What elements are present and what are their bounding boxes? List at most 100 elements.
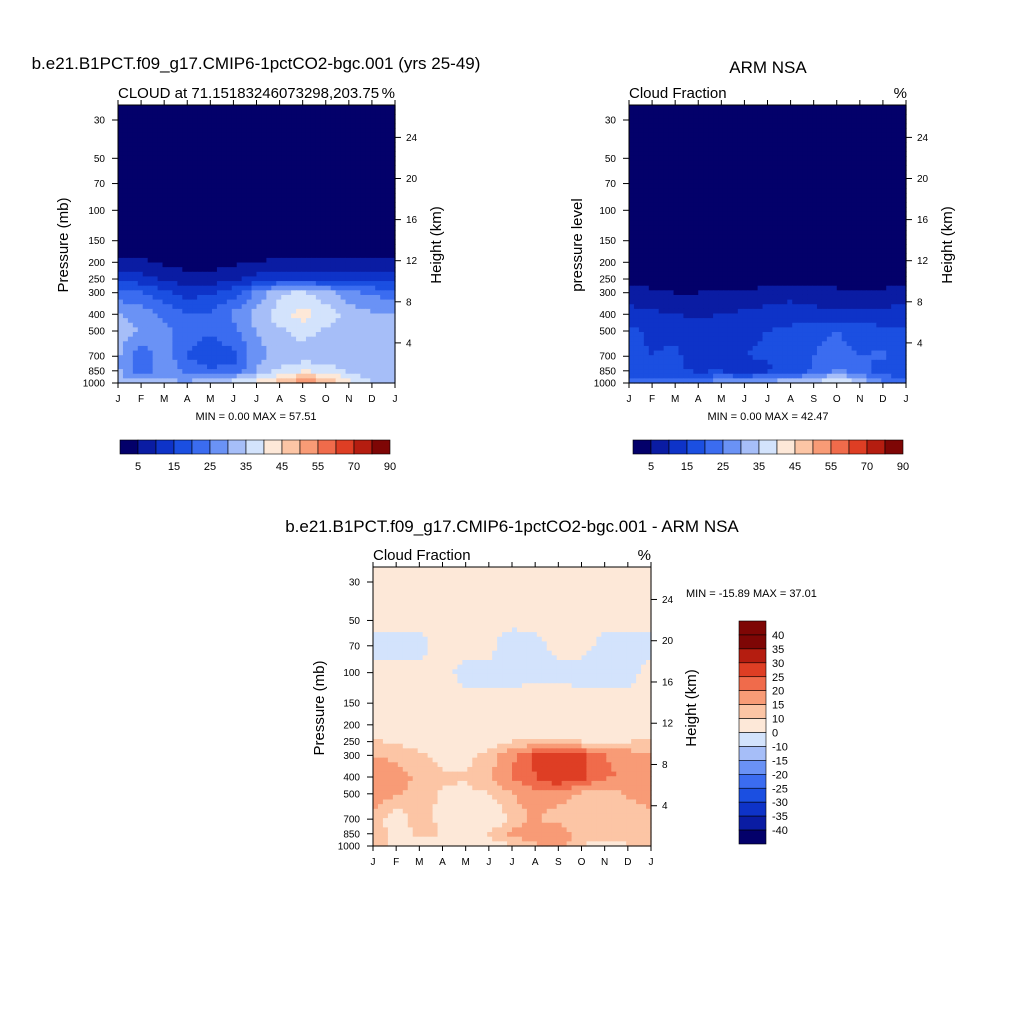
contour-cell (345, 359, 352, 366)
contour-cell (365, 304, 371, 310)
contour-cell (365, 373, 371, 379)
contour-cell (722, 179, 729, 185)
contour-cell (896, 105, 902, 111)
contour-cell (182, 234, 188, 240)
contour-cell (127, 211, 134, 217)
contour-cell (718, 220, 724, 227)
contour-cell (866, 169, 872, 176)
contour-cell (896, 137, 902, 143)
contour-cell (187, 244, 193, 250)
contour-cell (236, 188, 243, 194)
contour-cell (693, 132, 699, 139)
contour-cell (197, 165, 203, 171)
contour-cell (246, 359, 253, 366)
contour-cell (370, 128, 376, 134)
contour-cell (315, 155, 322, 162)
contour-cell (147, 285, 154, 291)
contour-cell (157, 271, 164, 278)
contour-cell (246, 202, 253, 208)
contour-cell (226, 114, 233, 120)
contour-cell (167, 114, 174, 120)
contour-cell (296, 244, 302, 250)
contour-cell (271, 304, 277, 310)
contour-cell (708, 105, 714, 111)
contour-cell (231, 332, 238, 338)
contour-cell (241, 285, 248, 291)
contour-cell (390, 151, 396, 157)
contour-cell (182, 193, 188, 199)
contour-cell (137, 257, 144, 264)
contour-cell (132, 174, 139, 180)
contour-cell (648, 132, 655, 139)
contour-cell (375, 239, 381, 245)
x-tick-label: M (160, 394, 168, 405)
contour-cell (197, 345, 203, 352)
contour-cell (807, 118, 813, 125)
contour-cell (122, 364, 129, 370)
contour-cell (380, 332, 386, 338)
contour-cell (157, 373, 164, 379)
contour-cell (246, 327, 253, 333)
contour-cell (310, 216, 317, 222)
contour-cell (142, 128, 149, 134)
contour-cell (866, 155, 872, 162)
contour-cell (202, 257, 208, 264)
contour-cell (380, 114, 386, 120)
contour-cell (896, 165, 902, 171)
contour-cell (380, 350, 386, 356)
contour-cell (127, 123, 134, 129)
contour-cell (345, 123, 352, 129)
contour-cell (147, 308, 154, 315)
contour-cell (276, 313, 282, 319)
contour-cell (876, 137, 882, 143)
contour-cell (162, 262, 169, 268)
contour-cell (226, 276, 233, 282)
contour-cell (767, 105, 774, 111)
contour-cell (231, 369, 238, 375)
contour-cell (380, 179, 386, 185)
contour-cell (370, 267, 376, 273)
contour-cell (886, 188, 892, 194)
contour-cell (340, 285, 347, 291)
contour-cell (340, 350, 347, 356)
contour-cell (162, 299, 169, 305)
contour-cell (226, 206, 233, 213)
contour-cell (305, 341, 312, 347)
contour-cell (172, 290, 178, 296)
contour-cell (118, 271, 124, 278)
contour-cell (162, 271, 169, 278)
contour-cell (187, 174, 193, 180)
contour-cell (142, 341, 149, 347)
contour-cell (683, 202, 689, 208)
contour-cell (246, 267, 253, 273)
contour-cell (678, 114, 685, 120)
contour-cell (693, 165, 699, 171)
contour-cell (266, 318, 272, 324)
contour-cell (207, 373, 213, 379)
contour-cell (375, 114, 381, 120)
contour-cell (727, 179, 734, 185)
contour-cell (122, 262, 129, 268)
contour-cell (216, 211, 223, 217)
contour-cell (281, 234, 287, 240)
contour-cell (127, 183, 134, 189)
contour-cell (211, 322, 218, 328)
contour-cell (127, 271, 134, 278)
contour-cell (127, 248, 134, 254)
contour-cell (836, 109, 843, 115)
contour-cell (167, 313, 174, 319)
contour-cell (355, 369, 361, 375)
contour-cell (137, 234, 144, 240)
contour-cell (802, 146, 808, 152)
contour-cell (301, 267, 307, 273)
contour-cell (742, 109, 749, 115)
contour-cell (653, 132, 660, 139)
contour-cell (360, 197, 366, 203)
contour-cell (216, 225, 223, 231)
contour-cell (167, 206, 174, 213)
contour-cell (365, 248, 371, 254)
contour-cell (688, 151, 694, 157)
contour-cell (370, 211, 376, 217)
contour-cell (291, 244, 297, 250)
contour-cell (693, 155, 699, 162)
